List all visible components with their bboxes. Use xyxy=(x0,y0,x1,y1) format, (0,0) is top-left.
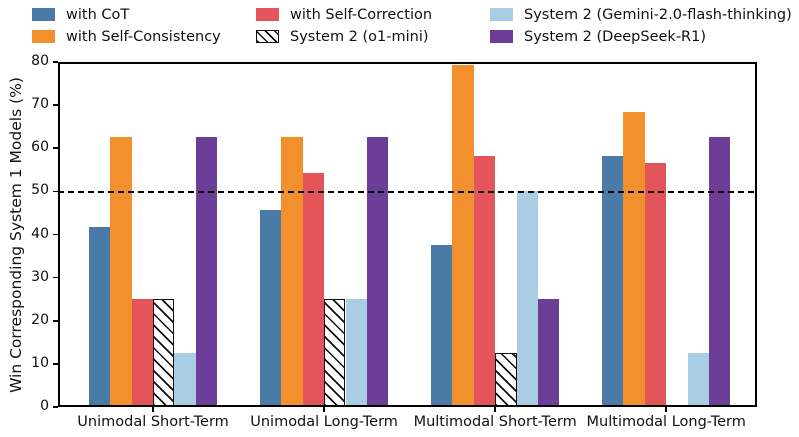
bar xyxy=(687,353,709,407)
y-tick-label: 60 xyxy=(31,139,49,156)
bottom-spine xyxy=(58,405,757,407)
legend-swatch xyxy=(490,30,513,43)
y-tick-mark xyxy=(53,319,58,322)
bar xyxy=(708,137,731,407)
bar xyxy=(516,191,538,407)
bar xyxy=(537,299,560,407)
legend-label: with CoT xyxy=(66,6,130,23)
y-tick-label: 40 xyxy=(31,225,49,242)
legend-swatch xyxy=(490,8,513,21)
x-tick-label: Unimodal Long-Term xyxy=(250,414,398,430)
bar xyxy=(131,299,154,407)
plot-area xyxy=(58,62,757,407)
legend-label: with Self-Correction xyxy=(290,6,433,23)
bar xyxy=(88,227,111,407)
bar xyxy=(110,137,132,407)
bar xyxy=(366,137,389,407)
legend-item: with Self-Correction xyxy=(256,6,432,23)
bar xyxy=(345,299,367,407)
legend-swatch xyxy=(32,8,55,21)
legend-swatch xyxy=(256,8,279,21)
y-tick-mark xyxy=(53,363,58,365)
bar xyxy=(644,163,667,407)
y-tick-mark xyxy=(53,406,58,408)
y-tick-label: 70 xyxy=(31,96,49,113)
y-tick-label: 0 xyxy=(40,398,49,414)
bar xyxy=(259,209,282,407)
bar xyxy=(601,155,624,407)
x-tick-label: Unimodal Short-Term xyxy=(77,414,229,430)
x-tick-label: Multimodal Long-Term xyxy=(586,414,746,430)
bar xyxy=(195,137,218,407)
legend-item: System 2 (DeepSeek-R1) xyxy=(490,28,706,45)
x-tick-mark xyxy=(152,407,154,412)
legend-swatch xyxy=(256,30,279,43)
bar xyxy=(174,353,196,407)
y-tick-mark xyxy=(53,104,58,106)
y-tick-mark xyxy=(53,190,58,193)
bar xyxy=(623,112,645,407)
y-tick-label: 30 xyxy=(31,268,49,285)
legend-label: System 2 (Gemini-2.0-flash-thinking) xyxy=(524,6,792,23)
legend-item: System 2 (o1-mini) xyxy=(256,28,429,45)
legend-label: System 2 (o1-mini) xyxy=(290,28,429,45)
right-spine xyxy=(755,62,757,407)
bar xyxy=(302,173,325,407)
x-tick-mark xyxy=(323,407,325,412)
bar xyxy=(153,299,175,407)
y-tick-label: 20 xyxy=(31,311,49,328)
legend-item: with Self-Consistency xyxy=(32,28,221,45)
y-tick-mark xyxy=(53,276,58,279)
legend-label: System 2 (DeepSeek-R1) xyxy=(524,28,707,45)
y-tick-label: 80 xyxy=(31,53,49,69)
top-spine xyxy=(58,62,757,64)
y-tick-mark xyxy=(53,147,58,150)
x-tick-label: Multimodal Short-Term xyxy=(413,414,577,430)
left-spine xyxy=(58,62,60,407)
bar xyxy=(430,245,453,407)
y-tick-mark xyxy=(53,61,58,63)
bar xyxy=(452,65,474,407)
y-tick-label: 50 xyxy=(31,182,49,199)
bar xyxy=(495,353,517,407)
y-tick-label: 10 xyxy=(31,354,49,371)
legend-item: with CoT xyxy=(32,6,129,23)
legend-swatch xyxy=(32,30,55,43)
legend-label: with Self-Consistency xyxy=(66,28,221,45)
y-tick-mark xyxy=(53,233,58,236)
x-tick-mark xyxy=(494,407,496,412)
bar xyxy=(473,155,496,407)
bar xyxy=(281,137,303,407)
x-tick-mark xyxy=(665,407,667,412)
reference-line-50 xyxy=(58,191,757,193)
bar xyxy=(324,299,346,407)
legend-item: System 2 (Gemini-2.0-flash-thinking) xyxy=(490,6,792,23)
